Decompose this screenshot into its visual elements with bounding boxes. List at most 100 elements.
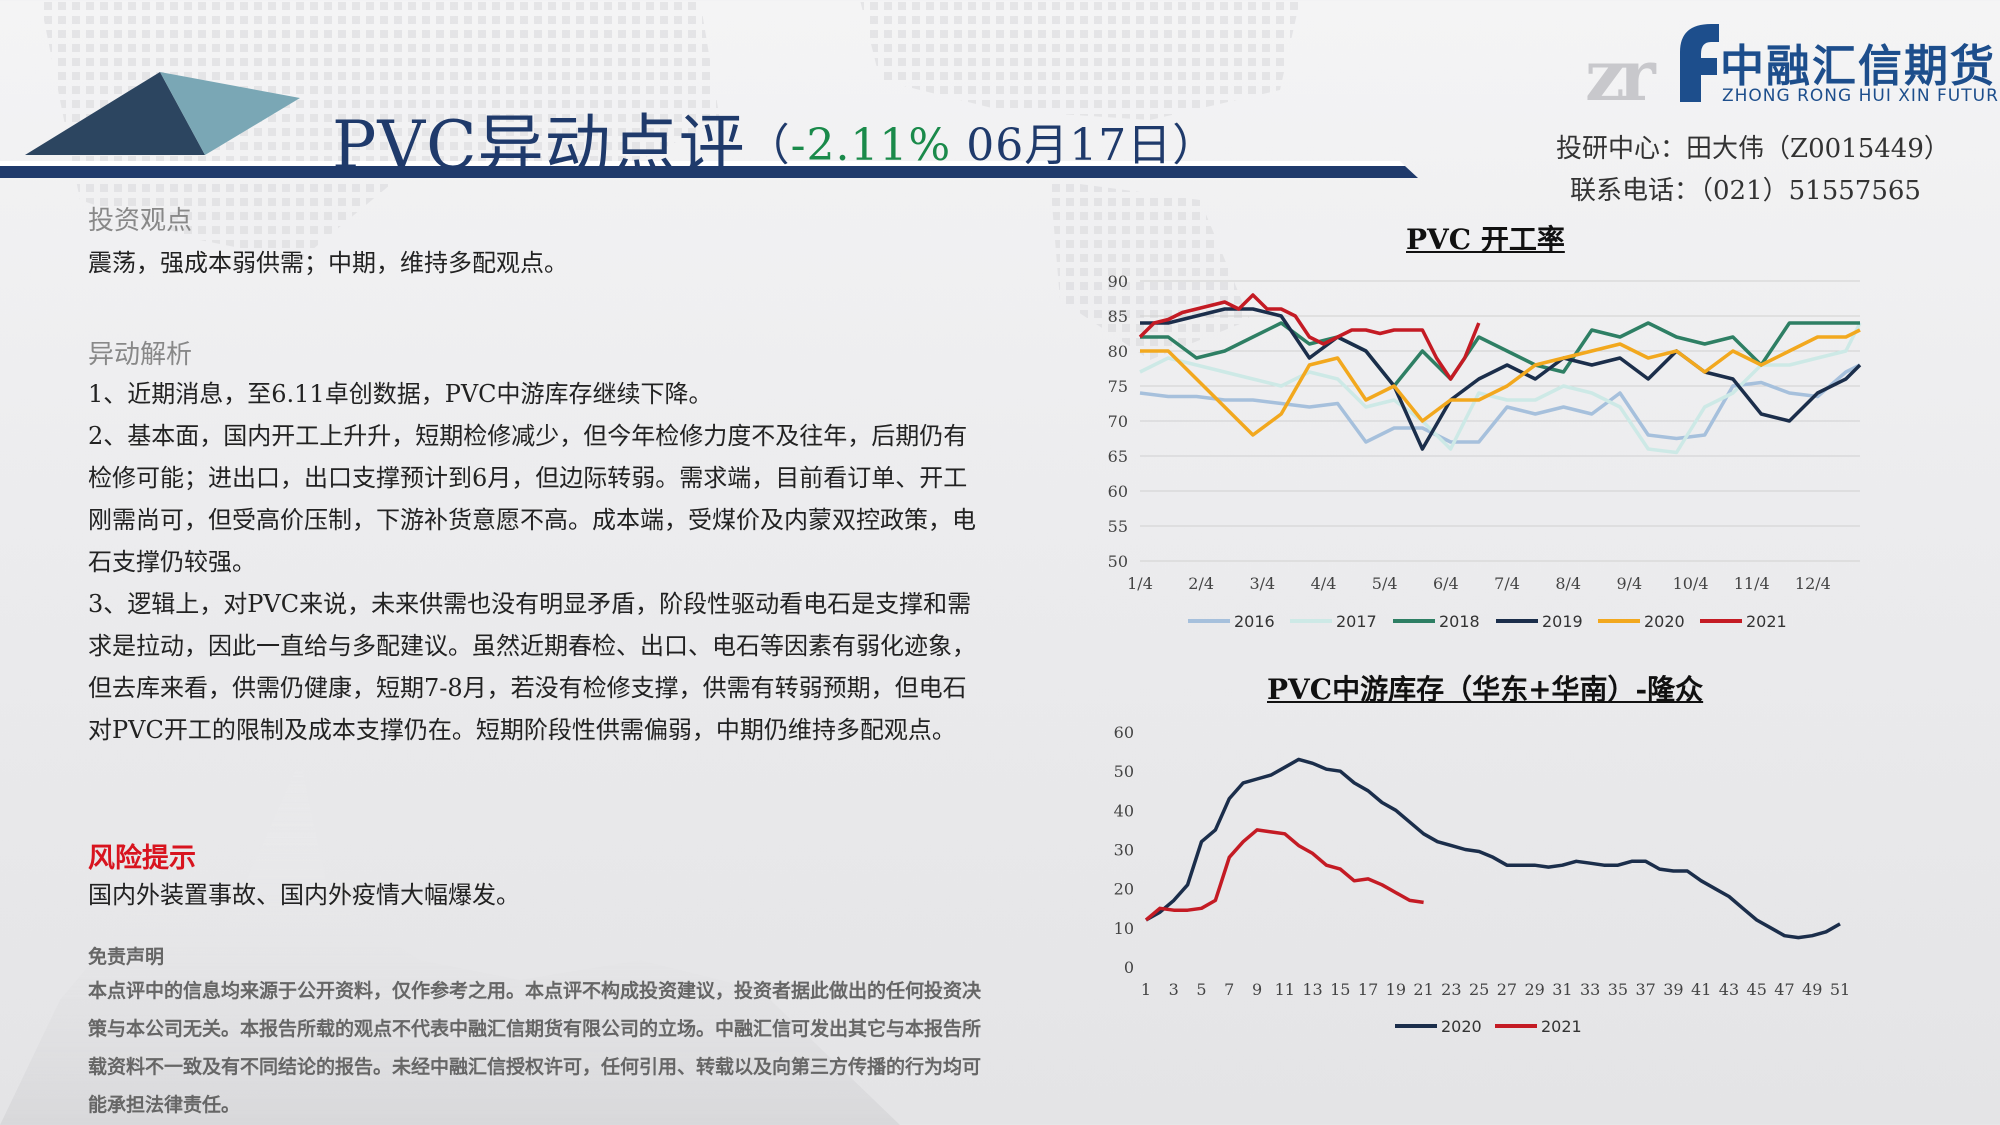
chart-legend: 2016 2017 2018 2019 2020 2021 [1188,612,1787,631]
x-tick-label: 2/4 [1188,574,1214,593]
legend-label-2018: 2018 [1439,612,1480,631]
company-name-cn: 中融汇信期货 [1720,41,1996,92]
x-tick-label: 35 [1608,980,1628,999]
x-tick-label: 41 [1691,980,1711,999]
title-date: 06月17日 [951,120,1173,171]
series-line-2021 [1144,828,1424,922]
x-tick-label: 3 [1169,980,1179,999]
y-tick-label: 10 [1114,919,1134,938]
x-tick-label: 33 [1580,980,1600,999]
x-tick-label: 11 [1275,980,1295,999]
analysis-point-3: 3、逻辑上，对PVC来说，未来供需也没有明显矛盾，阶段性驱动看电石是支撑和需求是… [88,590,976,744]
y-tick-label: 60 [1114,723,1134,742]
analysis-heading: 异动解析 [88,340,193,370]
svg-text:zr: zr [1585,34,1657,110]
series-line-2017 [1139,322,1862,455]
y-tick-label: 85 [1108,307,1128,326]
risk-text: 国内外装置事故、国内外疫情大幅爆发。 [88,881,520,909]
risk-heading: 风险提示 [88,843,196,874]
legend-label-2020: 2020 [1441,1017,1482,1036]
title-main: PVC异动点评 [332,107,746,184]
analysis-point-2: 2、基本面，国内开工上升升，短期检修减少，但今年检修力度不及往年，后期仍有检修可… [88,422,976,576]
x-tick-label: 5 [1196,980,1206,999]
series-line-2016 [1139,363,1861,444]
y-tick-label: 0 [1124,958,1134,977]
phone-contact: 联系电话：（021）51557565 [1570,176,1921,206]
y-tick-label: 40 [1114,801,1134,820]
y-tick-label: 55 [1108,517,1128,536]
legend-label-2020: 2020 [1644,612,1685,631]
chart-title-inventory: PVC中游库存（华东+华南）-隆众 [1267,673,1704,706]
x-tick-label: 12/4 [1795,574,1831,593]
company-logo-icon: zr [1585,24,1719,110]
x-tick-label: 9 [1252,980,1262,999]
x-tick-label: 47 [1774,980,1794,999]
x-tick-label: 31 [1552,980,1572,999]
x-tick-label: 25 [1469,980,1489,999]
y-tick-label: 50 [1108,552,1128,571]
x-tick-label: 17 [1358,980,1378,999]
x-tick-label: 7 [1224,980,1234,999]
series-line-2019 [1140,307,1862,451]
x-tick-label: 19 [1386,980,1406,999]
x-tick-label: 29 [1524,980,1544,999]
x-tick-label: 9/4 [1616,574,1642,593]
view-text: 震荡，强成本弱供需；中期，维持多配观点。 [88,249,568,277]
y-tick-label: 70 [1108,412,1128,431]
x-tick-label: 49 [1802,980,1822,999]
x-tick-label: 13 [1302,980,1322,999]
company-name-en: ZHONG RONG HUI XIN FUTURES [1722,86,2000,106]
x-tick-label: 1/4 [1127,574,1153,593]
research-contact: 投研中心：田大伟（Z0015449） [1556,134,1950,164]
x-tick-label: 23 [1441,980,1461,999]
y-tick-label: 80 [1108,342,1128,361]
legend-label-2019: 2019 [1542,612,1583,631]
disclaimer-text: 本点评中的信息均来源于公开资料，仅作参考之用。本点评不构成投资建议，投资者据此做… [88,980,982,1116]
x-tick-label: 15 [1330,980,1350,999]
chart-title-operating-rate: PVC 开工率 [1406,223,1565,256]
title-paren-close: ） [1172,120,1218,171]
legend-label-2021: 2021 [1541,1017,1582,1036]
x-tick-label: 1 [1141,980,1151,999]
y-tick-label: 30 [1114,841,1134,860]
series-line-2018 [1140,321,1860,388]
series-line-2021 [1138,293,1481,381]
analysis-point-1: 1、近期消息，至6.11卓创数据，PVC中游库存继续下降。 [88,380,713,408]
x-tick-label: 21 [1413,980,1433,999]
x-tick-label: 7/4 [1494,574,1520,593]
legend-label-2021: 2021 [1746,612,1787,631]
view-heading: 投资观点 [88,206,193,236]
x-tick-label: 39 [1663,980,1683,999]
legend-label-2017: 2017 [1336,612,1377,631]
x-tick-label: 43 [1719,980,1739,999]
series-line-2020 [1140,328,1861,437]
page-title: PVC异动点评（-2.11% 06月17日） [332,92,1217,188]
y-tick-label: 60 [1108,482,1128,501]
chart-legend: 2020 2021 [1395,1017,1582,1036]
x-tick-label: 6/4 [1433,574,1459,593]
x-tick-label: 5/4 [1372,574,1398,593]
x-tick-label: 8/4 [1555,574,1581,593]
legend-label-2016: 2016 [1234,612,1275,631]
operating-rate-chart: 50 55 60 65 70 75 80 85 90 1/4 2/4 3/4 4/4 5/4 6/4 7/4 8… [1108,272,1862,631]
x-tick-label: 4/4 [1311,574,1337,593]
x-tick-label: 37 [1636,980,1656,999]
disclaimer-heading: 免责声明 [88,946,165,968]
y-tick-label: 90 [1108,272,1128,291]
header-decoration [0,72,1418,178]
x-tick-label: 27 [1497,980,1517,999]
price-change: -2.11% [790,120,952,171]
title-paren-open: （ [745,120,791,171]
x-tick-label: 10/4 [1673,574,1709,593]
x-tick-label: 45 [1747,980,1767,999]
y-tick-label: 75 [1108,377,1128,396]
series-line-2020 [1145,757,1841,940]
y-tick-label: 20 [1114,880,1134,899]
x-tick-label: 11/4 [1734,574,1770,593]
y-tick-label: 65 [1108,447,1128,466]
y-tick-label: 50 [1114,762,1134,781]
x-tick-label: 51 [1830,980,1850,999]
x-tick-label: 3/4 [1249,574,1275,593]
